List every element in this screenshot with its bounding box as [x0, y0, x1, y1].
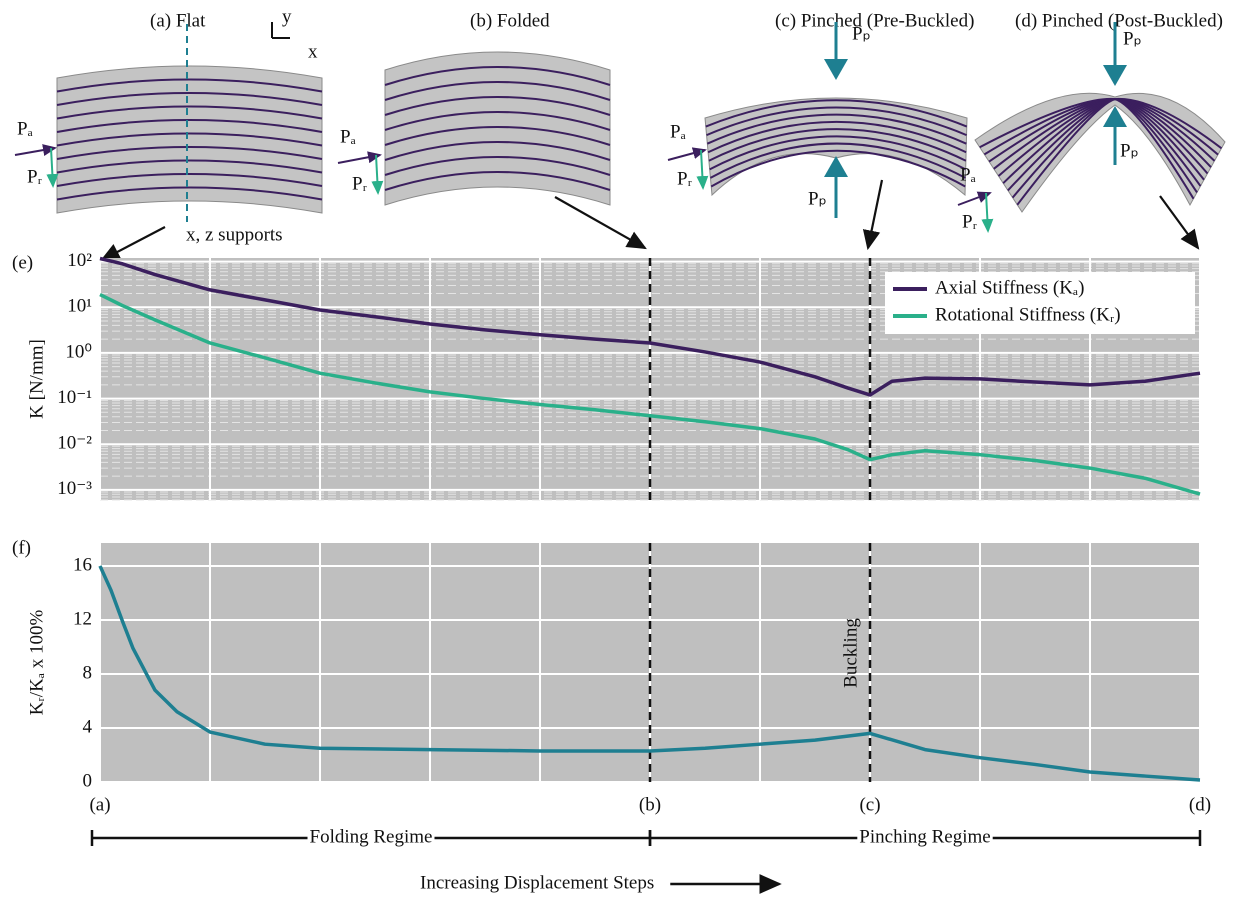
panel-label: (f): [12, 537, 31, 558]
force-label: Pᵣ: [677, 168, 692, 189]
panel-title: (b) Folded: [470, 10, 550, 31]
y-tick-label: 16: [73, 554, 92, 575]
axial-force-arrow: [668, 150, 705, 160]
rotational-force-arrow: [376, 155, 378, 193]
force-label: Pₐ: [17, 118, 33, 139]
y-tick-label: 10⁻³: [57, 478, 92, 499]
strip-illustration: [57, 66, 322, 213]
force-label: Pᵣ: [27, 166, 42, 187]
x-tick-label: (c): [859, 794, 880, 815]
strip-illustration: [975, 93, 1225, 212]
force-label: Pₚ: [1120, 140, 1139, 161]
regime-bracket: Pinching Regime: [650, 826, 1200, 847]
panel-title: (a) Flat: [150, 10, 206, 31]
regime-bracket: Folding Regime: [92, 826, 650, 847]
y-tick-label: 10⁻¹: [57, 387, 92, 408]
force-label: Pᵣ: [352, 173, 367, 194]
axial-force-arrow: [15, 148, 55, 155]
regime-label: Folding Regime: [310, 826, 433, 847]
pointer-arrow: [868, 180, 882, 248]
legend-label: Rotational Stiffness (Kᵣ): [935, 304, 1121, 325]
rotational-force-arrow: [51, 148, 53, 186]
y-tick-label: 10⁻²: [57, 433, 92, 454]
force-label: Pₐ: [340, 126, 356, 147]
y-tick-label: 8: [83, 662, 93, 683]
force-label: Pₐ: [670, 121, 686, 142]
pointer-arrow: [555, 197, 645, 248]
figure: (a) Flat (b) Folded (c) Pinched (Pre-Buckl…: [0, 0, 1255, 900]
axis-x-label: x: [308, 41, 318, 62]
force-label: Pₚ: [808, 188, 827, 209]
x-tick-label: (d): [1189, 794, 1211, 815]
y-tick-label: 4: [83, 716, 93, 737]
y-tick-label: 12: [73, 608, 92, 629]
x-axis-title: Increasing Displacement Steps: [420, 872, 654, 893]
rotational-force-arrow: [986, 193, 988, 231]
strip-illustration: [385, 52, 610, 205]
annotation: Buckling: [840, 618, 861, 688]
y-axis-title: K [N/mm]: [26, 339, 47, 419]
panel-title: (c) Pinched (Pre-Buckled): [775, 10, 974, 31]
panel-label: (e): [12, 252, 33, 273]
force-label: Pₚ: [852, 23, 871, 44]
x-tick-label: (b): [639, 794, 661, 815]
y-tick-label: 10¹: [67, 296, 92, 317]
legend-label: Axial Stiffness (Kₐ): [935, 277, 1084, 298]
support-label: x, z supports: [186, 224, 283, 245]
rotational-force-arrow: [701, 150, 703, 188]
force-label: Pᵣ: [962, 211, 977, 232]
axis-y-label: y: [282, 6, 292, 27]
pointer-arrow: [102, 227, 165, 260]
y-axis-title: Kᵣ/Kₐ x 100%: [26, 610, 47, 716]
x-tick-label: (a): [89, 794, 110, 815]
y-tick-label: 10⁰: [65, 341, 92, 362]
legend: Axial Stiffness (Kₐ) Rotational Stiffness…: [885, 272, 1195, 334]
axial-force-arrow: [338, 155, 380, 163]
force-label: Pₐ: [960, 164, 976, 185]
y-tick-label: 10²: [67, 250, 92, 271]
regime-label: Pinching Regime: [859, 826, 990, 847]
y-tick-label: 0: [83, 770, 93, 791]
force-label: Pₚ: [1123, 28, 1142, 49]
pointer-arrow: [1160, 196, 1198, 248]
panel-title: (d) Pinched (Post-Buckled): [1015, 10, 1223, 31]
